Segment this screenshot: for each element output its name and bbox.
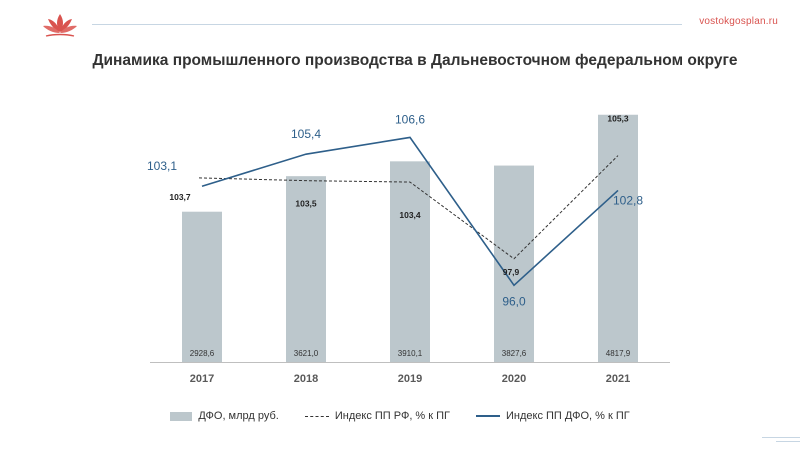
lotus-logo-icon [43,14,77,37]
bar-label-2020: 3827,6 [502,349,527,358]
bar-label-2021: 4817,9 [606,349,631,358]
rf-label-2019: 103,4 [399,210,421,220]
x-tick-2020: 2020 [502,373,526,385]
dfo-index-line [201,136,619,287]
chart-legend: ДФО, млрд руб. Индекс ПП РФ, % к ПГ Инде… [0,410,800,422]
dfo-label-2021: 102,8 [613,193,643,207]
legend-item-dfo-index: Индекс ПП ДФО, % к ПГ [476,410,630,422]
footer-divider-short [776,441,800,442]
bar-2020 [494,165,534,362]
x-tick-2019: 2019 [398,373,422,385]
legend-item-bars: ДФО, млрд руб. [170,410,279,422]
rf-label-2021: 105,3 [607,114,629,124]
x-tick-2018: 2018 [294,373,318,385]
rf-label-2018: 103,5 [295,199,317,209]
bar-label-2019: 3910,1 [398,349,423,358]
bar-2019 [390,161,430,362]
rf-index-line [198,155,619,260]
legend-label-dfo-index: Индекс ПП ДФО, % к ПГ [506,410,630,422]
legend-item-rf-index: Индекс ПП РФ, % к ПГ [304,410,450,422]
legend-label-bars: ДФО, млрд руб. [198,410,279,422]
rf-label-2020: 97,9 [503,267,520,277]
legend-swatch-bar [170,411,193,421]
dfo-label-2020: 96,0 [502,294,526,308]
bar-label-2017: 2928,6 [190,349,215,358]
bar-2017 [182,211,222,362]
dfo-label-2018: 105,4 [291,127,321,141]
x-tick-2021: 2021 [606,373,630,385]
x-tick-2017: 2017 [190,373,214,385]
site-url[interactable]: vostokgosplan.ru [699,16,778,27]
dfo-label-2019: 106,6 [395,112,425,126]
bar-label-2018: 3621,0 [294,349,319,358]
dfo-label-2017: 103,1 [147,159,177,173]
legend-label-rf-index: Индекс ПП РФ, % к ПГ [334,410,450,422]
header-divider [92,24,682,25]
chart-title: Динамика промышленного производства в Да… [92,52,738,69]
rf-label-2017: 103,7 [169,192,191,202]
bar-2018 [286,176,326,362]
legend-swatch-dashed [304,415,329,417]
bar-2021 [598,114,638,363]
footer-divider [762,437,800,438]
legend-swatch-solid [476,415,500,417]
